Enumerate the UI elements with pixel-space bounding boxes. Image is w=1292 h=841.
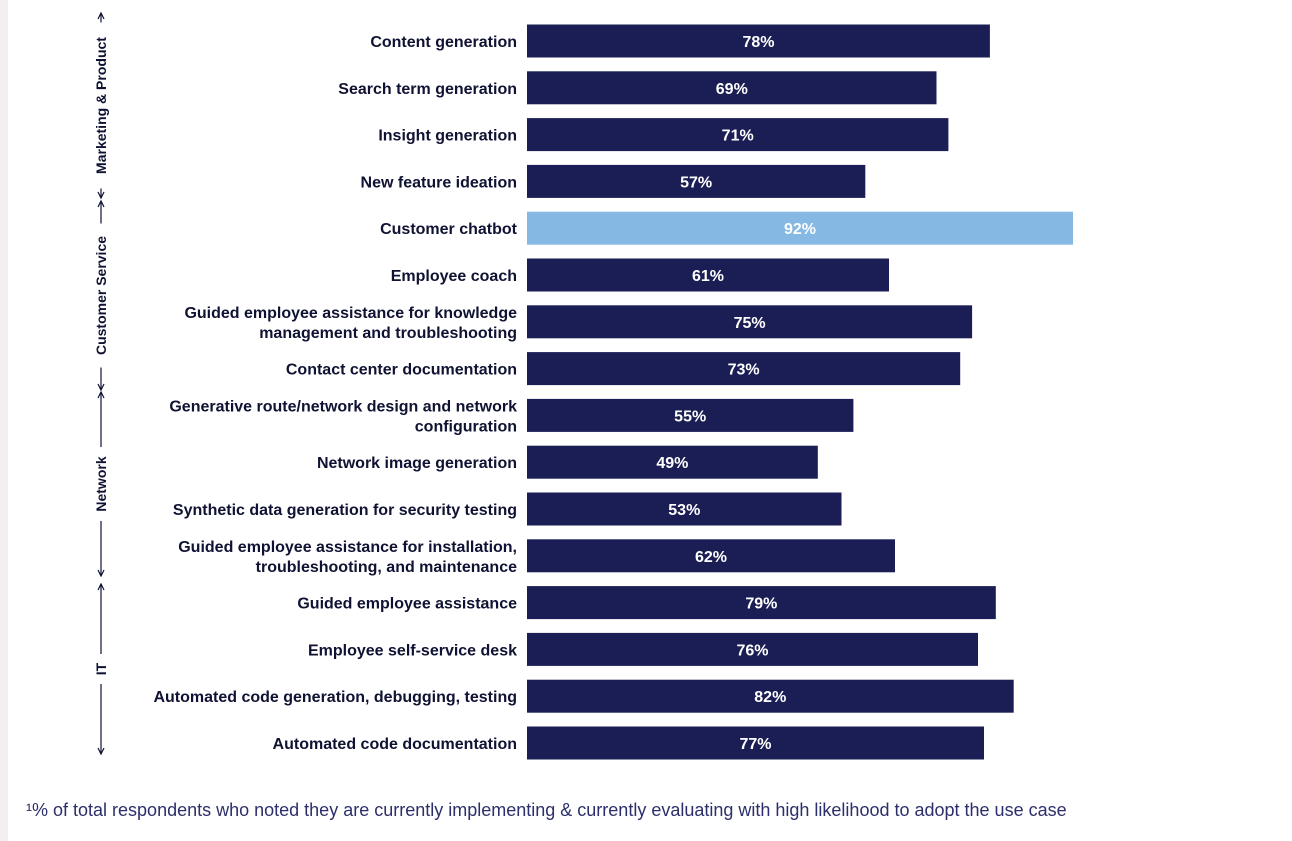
- category-label-line: troubleshooting, and maintenance: [256, 559, 517, 576]
- category-label: Content generation: [370, 34, 517, 51]
- group-bracket: Marketing & Product: [93, 11, 109, 200]
- category-label-line: New feature ideation: [361, 174, 517, 191]
- bar: [527, 305, 973, 339]
- category-label: Guided employee assistance for knowledge…: [184, 305, 517, 342]
- bar-value-label: 57%: [680, 174, 712, 191]
- bar-value-label: 71%: [722, 128, 754, 145]
- category-label-line: Network image generation: [317, 455, 517, 472]
- bar-value-label: 92%: [784, 221, 816, 238]
- bar-value-label: 73%: [728, 362, 760, 379]
- bar-value-label: 77%: [739, 736, 771, 753]
- bar-value-label: 53%: [668, 502, 700, 519]
- category-label: Insight generation: [378, 128, 517, 145]
- category-label-line: management and troubleshooting: [259, 325, 517, 342]
- category-label: Contact center documentation: [286, 362, 517, 379]
- category-label: Employee coach: [391, 268, 517, 285]
- bar: [527, 164, 866, 198]
- bar: [527, 24, 990, 58]
- bar-chart: 78% Content generation 69% Search term gene…: [93, 11, 1073, 760]
- category-label: Customer chatbot: [380, 221, 518, 238]
- group-label: Network: [93, 456, 109, 511]
- bar: [527, 445, 818, 479]
- bar: [527, 398, 854, 432]
- category-label-line: Automated code documentation: [273, 736, 517, 753]
- category-label: Search term generation: [338, 81, 517, 98]
- bar: [527, 726, 984, 760]
- category-label-line: configuration: [415, 418, 517, 435]
- footnote: ¹% of total respondents who noted they a…: [26, 800, 1067, 820]
- bar: [527, 118, 949, 152]
- category-label-line: Insight generation: [378, 128, 517, 145]
- left-edge-strip: [0, 0, 8, 841]
- bar: [527, 679, 1014, 713]
- bar-value-label: 82%: [754, 689, 786, 706]
- bar-value-label: 62%: [695, 549, 727, 566]
- bar: [527, 492, 842, 526]
- bar: [527, 71, 937, 105]
- bar: [527, 258, 889, 292]
- group-label: IT: [93, 662, 109, 675]
- category-label: Generative route/network design and netw…: [169, 398, 517, 435]
- bar-value-label: 75%: [734, 315, 766, 332]
- group-bracket: Network: [93, 390, 109, 578]
- category-label-line: Guided employee assistance for knowledge: [184, 305, 517, 322]
- group-bracket: Customer Service: [93, 199, 109, 392]
- category-label-line: Synthetic data generation for security t…: [173, 502, 517, 519]
- bar-value-label: 76%: [736, 642, 768, 659]
- bar: [527, 539, 895, 573]
- category-label-line: Search term generation: [338, 81, 517, 98]
- bar: [527, 586, 996, 620]
- bar-value-label: 55%: [674, 408, 706, 425]
- category-label-line: Employee coach: [391, 268, 517, 285]
- bar-value-label: 79%: [745, 596, 777, 613]
- category-label-line: Automated code generation, debugging, te…: [153, 689, 517, 706]
- category-label: Network image generation: [317, 455, 517, 472]
- bar-value-label: 61%: [692, 268, 724, 285]
- group-bracket: IT: [93, 582, 109, 756]
- category-label: Guided employee assistance for installat…: [178, 539, 517, 576]
- group-label: Marketing & Product: [93, 37, 109, 174]
- category-label: Guided employee assistance: [297, 596, 517, 613]
- bar-value-label: 49%: [656, 455, 688, 472]
- bar: [527, 211, 1073, 245]
- category-label-line: Contact center documentation: [286, 362, 517, 379]
- bar: [527, 632, 978, 666]
- category-label: Automated code documentation: [273, 736, 517, 753]
- category-label-line: Employee self-service desk: [308, 642, 517, 659]
- bar-value-label: 78%: [742, 34, 774, 51]
- category-label-line: Guided employee assistance for installat…: [178, 539, 517, 556]
- category-label: Automated code generation, debugging, te…: [153, 689, 517, 706]
- bar-value-label: 69%: [716, 81, 748, 98]
- category-label: New feature ideation: [361, 174, 517, 191]
- category-label: Synthetic data generation for security t…: [173, 502, 517, 519]
- category-label-line: Generative route/network design and netw…: [169, 398, 517, 415]
- bar: [527, 352, 961, 386]
- category-label-line: Customer chatbot: [380, 221, 518, 238]
- category-label-line: Content generation: [370, 34, 517, 51]
- group-label: Customer Service: [93, 236, 109, 355]
- category-label-line: Guided employee assistance: [297, 596, 517, 613]
- category-label: Employee self-service desk: [308, 642, 517, 659]
